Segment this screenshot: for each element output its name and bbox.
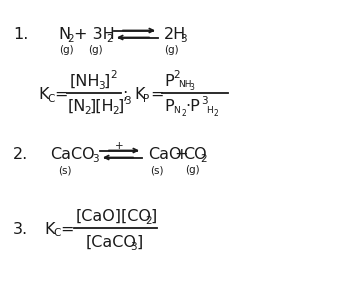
Text: (s): (s)	[58, 165, 71, 175]
Text: 3: 3	[98, 80, 105, 91]
Text: 2: 2	[67, 33, 74, 44]
Text: P: P	[164, 99, 174, 114]
Text: 3.: 3.	[13, 221, 28, 236]
Text: 2.: 2.	[13, 146, 28, 161]
Text: =: =	[60, 221, 73, 236]
Text: 2: 2	[112, 106, 119, 115]
Text: 2: 2	[110, 70, 117, 80]
Text: ]: ]	[118, 99, 124, 114]
Text: CaCO: CaCO	[50, 146, 95, 161]
Text: K: K	[38, 87, 49, 102]
Text: 2: 2	[145, 216, 152, 226]
Text: ]: ]	[136, 235, 142, 250]
Text: 3: 3	[180, 33, 187, 44]
Text: ]: ]	[151, 208, 157, 223]
Text: 3: 3	[189, 83, 194, 92]
Text: (g): (g)	[88, 45, 103, 55]
Text: =: =	[54, 87, 67, 102]
Text: N: N	[58, 26, 70, 41]
Text: 1.: 1.	[13, 26, 28, 41]
Text: 2: 2	[173, 70, 180, 80]
Text: =: =	[150, 87, 164, 102]
Text: 2: 2	[200, 154, 207, 164]
Text: K: K	[44, 221, 55, 236]
Text: ·P: ·P	[185, 99, 200, 114]
Text: ][H: ][H	[89, 99, 114, 114]
Text: CaO: CaO	[148, 146, 181, 161]
Text: [NH: [NH	[70, 73, 100, 88]
Text: [N: [N	[68, 99, 86, 114]
Text: NH: NH	[178, 80, 191, 89]
Text: C: C	[47, 94, 54, 103]
Text: 3: 3	[92, 154, 99, 164]
Text: 3: 3	[124, 96, 131, 106]
Text: [CaO][CO: [CaO][CO	[76, 208, 152, 223]
Text: 2: 2	[181, 109, 186, 118]
Text: ]: ]	[104, 73, 110, 88]
Text: 2: 2	[106, 33, 113, 44]
Text: +: +	[115, 141, 123, 151]
Text: N: N	[173, 106, 180, 115]
Text: P: P	[143, 94, 149, 103]
Text: (g): (g)	[59, 45, 73, 55]
Text: (g): (g)	[164, 45, 179, 55]
Text: H: H	[206, 106, 213, 115]
Text: 3: 3	[201, 96, 208, 106]
Text: (g): (g)	[185, 165, 200, 175]
Text: P: P	[164, 73, 174, 88]
Text: K: K	[134, 87, 144, 102]
Text: 2H: 2H	[164, 26, 186, 41]
Text: [CaCO: [CaCO	[86, 235, 137, 250]
Text: CO: CO	[183, 146, 207, 161]
Text: + 3H: + 3H	[74, 26, 115, 41]
Text: 2: 2	[214, 109, 219, 118]
Text: 3: 3	[130, 242, 137, 251]
Text: +: +	[174, 146, 187, 161]
Text: C: C	[53, 228, 60, 239]
Text: (s): (s)	[150, 165, 164, 175]
Text: 2: 2	[84, 106, 91, 115]
Text: ;: ;	[123, 87, 129, 102]
